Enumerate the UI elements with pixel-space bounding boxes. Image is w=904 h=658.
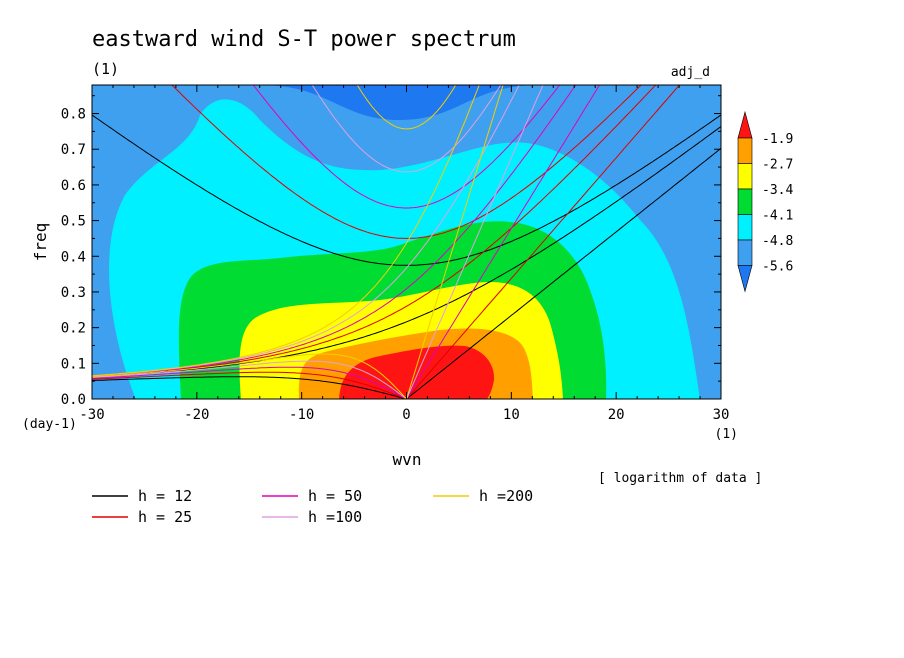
y-tick-label: 0.2 (61, 321, 86, 337)
colorbar-segment (737, 214, 753, 241)
subtitle-right: adj_d (671, 65, 710, 80)
colorbar-label: -1.9 (762, 132, 793, 147)
h200-rossby-curve (92, 353, 407, 399)
colorbar-label: -2.7 (762, 158, 793, 173)
y-tick-label: 0.8 (61, 107, 86, 123)
colorbar-top-arrow (737, 110, 753, 139)
log-note: [ logarithm of data ] (598, 471, 762, 486)
region-level-6 (339, 345, 495, 399)
h50-kelvin-curve (406, 85, 601, 399)
dispersion-curves (92, 85, 721, 399)
x-tick-label: 20 (608, 407, 625, 423)
h200-eig0-curve (92, 85, 480, 377)
colorbar-label: -4.8 (762, 234, 793, 249)
y-tick-label: 0.1 (61, 356, 86, 372)
h25-rossby-curve (92, 371, 407, 399)
colorbar-bottom-arrow (737, 265, 753, 293)
h25-eig1-curve (171, 85, 642, 239)
y-tick-label: 0.6 (61, 178, 86, 194)
h100-eig1-curve (311, 85, 502, 173)
h100-kelvin-curve (406, 85, 544, 399)
x-tick-label: 0 (402, 407, 410, 423)
x-axis-unit: (1) (715, 427, 738, 442)
colorbar-label: -3.4 (762, 183, 793, 198)
legend-label: h =200 (479, 487, 533, 505)
colorbar-segment (737, 188, 753, 215)
h100-rossby-curve (92, 360, 407, 399)
x-axis: -30 -20 -10 0 10 20 30 (79, 85, 729, 423)
x-tick-label: -30 (79, 407, 104, 423)
colorbar-segment (737, 239, 753, 266)
colorbar-segment (737, 137, 753, 164)
colorbar-label: -4.1 (762, 209, 793, 224)
h50-rossby-curve (92, 366, 407, 399)
legend-label: h =100 (308, 508, 362, 526)
h50-eig1-curve (252, 85, 561, 209)
subtitle-left: (1) (92, 60, 119, 78)
y-axis: 0.0 0.1 0.2 0.3 0.4 0.5 0.6 0.7 0.8 (61, 95, 721, 408)
x-tick-label: 30 (713, 407, 730, 423)
legend-label: h = 50 (308, 487, 362, 505)
x-tick-label: -20 (184, 407, 209, 423)
h25-kelvin-curve (406, 85, 681, 399)
y-tick-label: 0.5 (61, 214, 86, 230)
colorbar-segment (737, 163, 753, 190)
legend: h = 12 h = 25 h = 50 h =100 h =200 (92, 487, 533, 526)
h25-eig0-curve (92, 85, 657, 378)
h12-kelvin-curve (406, 147, 721, 399)
legend-label: h = 25 (138, 508, 192, 526)
y-axis-label: freq (31, 223, 50, 262)
x-tick-label: 10 (503, 407, 520, 423)
h50-eig0-curve (92, 85, 577, 377)
h12-rossby-curve (92, 376, 407, 399)
y-tick-label: 0.7 (61, 142, 86, 158)
y-tick-label: 0.4 (61, 249, 86, 265)
h12-eig1-curve (92, 114, 721, 266)
chart-title: eastward wind S-T power spectrum (92, 27, 516, 52)
legend-label: h = 12 (138, 487, 192, 505)
y-axis-unit: (day-1) (22, 417, 77, 432)
h200-eig1-curve (356, 85, 457, 130)
colorbar: -1.9 -2.7 -3.4 -4.1 -4.8 -5.6 (737, 110, 793, 293)
plot-area (92, 85, 721, 399)
y-tick-label: 0.0 (61, 392, 86, 408)
x-axis-label: wvn (393, 450, 422, 469)
h12-eig0-curve (92, 126, 721, 378)
x-tick-label: -10 (289, 407, 314, 423)
colorbar-label: -5.6 (762, 260, 793, 275)
y-tick-label: 0.3 (61, 285, 86, 301)
h200-kelvin-curve (406, 85, 504, 399)
